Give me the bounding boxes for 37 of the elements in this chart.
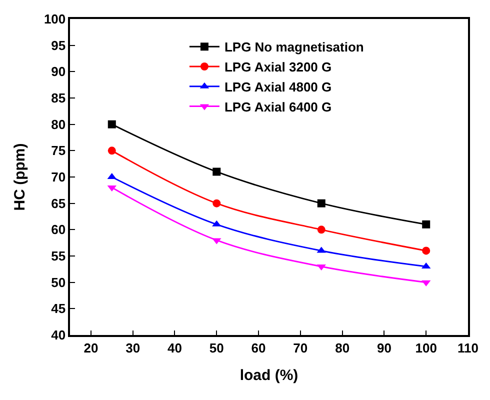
legend-label: LPG Axial 4800 G bbox=[224, 79, 332, 94]
point bbox=[212, 168, 221, 176]
y-tick-label: 60 bbox=[51, 222, 66, 238]
point bbox=[422, 246, 430, 255]
point bbox=[108, 120, 116, 128]
y-tick-label: 100 bbox=[44, 12, 66, 27]
y-tick-label: 75 bbox=[51, 143, 66, 158]
y-tick-label: 45 bbox=[51, 301, 66, 316]
y-axis-title: HC (ppm) bbox=[12, 143, 29, 211]
legend-label: LPG Axial 6400 G bbox=[224, 99, 332, 114]
y-tick-label: 85 bbox=[51, 90, 66, 106]
point bbox=[422, 220, 430, 228]
point bbox=[108, 146, 116, 155]
x-axis-title: load (%) bbox=[240, 366, 298, 384]
legend-label: LPG Axial 3200 G bbox=[224, 60, 332, 75]
x-tick-label: 40 bbox=[168, 340, 182, 356]
y-tick-label: 95 bbox=[51, 38, 66, 53]
x-tick-label: 50 bbox=[209, 340, 224, 356]
x-tick-label: 30 bbox=[126, 340, 140, 356]
y-tick-label: 50 bbox=[51, 274, 66, 290]
y-tick-label: 90 bbox=[51, 64, 66, 80]
x-tick-label: 90 bbox=[376, 340, 392, 356]
y-tick-label: 70 bbox=[51, 170, 66, 185]
x-tick-label: 70 bbox=[293, 340, 308, 356]
point bbox=[212, 199, 221, 208]
legend-label: LPG No magnetisation bbox=[224, 40, 364, 55]
x-tick-label: 100 bbox=[415, 340, 437, 356]
x-tick-label: 110 bbox=[458, 340, 478, 356]
point bbox=[317, 226, 326, 234]
y-tick-label: 40 bbox=[51, 328, 66, 343]
y-tick-label: 55 bbox=[51, 248, 66, 264]
y-tick-label: 80 bbox=[51, 116, 66, 132]
x-tick-label: 80 bbox=[335, 340, 350, 356]
x-tick-label: 20 bbox=[84, 340, 98, 356]
point bbox=[317, 199, 326, 208]
x-tick-label: 60 bbox=[251, 340, 266, 356]
y-tick-label: 65 bbox=[51, 196, 66, 211]
